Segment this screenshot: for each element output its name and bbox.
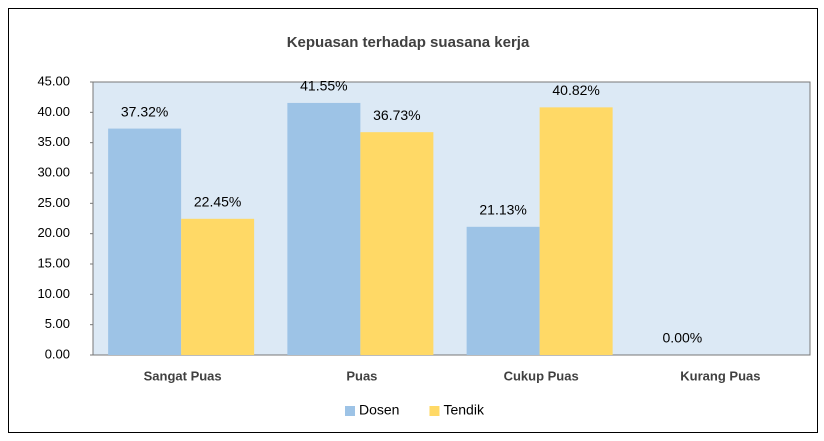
bar [466,226,540,355]
y-tick-label: 25.00 [37,195,70,210]
y-tick-label: 15.00 [37,255,70,270]
data-label: 41.55% [300,78,347,94]
y-tick-label: 10.00 [37,286,70,301]
chart-title: Kepuasan terhadap suasana kerja [287,34,530,51]
bar [181,218,255,355]
y-tick-label: 35.00 [37,134,70,149]
y-tick-label: 20.00 [37,225,70,240]
legend-label: Dosen [359,402,399,418]
legend-label: Tendik [443,402,484,418]
x-tick-label: Sangat Puas [144,368,222,383]
x-tick-label: Puas [346,368,377,383]
x-tick-label: Cukup Puas [504,368,579,383]
bar [287,102,361,356]
legend-swatch [345,406,355,416]
data-label: 40.82% [552,82,599,98]
x-tick-label: Kurang Puas [680,368,760,383]
data-label: 36.73% [373,107,420,123]
data-label: 37.32% [121,103,168,119]
data-label: 21.13% [479,202,526,218]
legend-swatch [429,406,440,416]
data-label: 22.45% [194,194,241,210]
bar [539,107,613,355]
data-label: 0.00% [663,330,703,346]
y-tick-label: 5.00 [45,316,70,331]
bar [360,132,434,355]
y-tick-label: 30.00 [37,164,70,179]
bar [108,128,182,355]
y-tick-label: 0.00 [45,346,70,361]
y-tick-label: 40.00 [37,104,70,119]
y-tick-label: 45.00 [37,73,70,88]
